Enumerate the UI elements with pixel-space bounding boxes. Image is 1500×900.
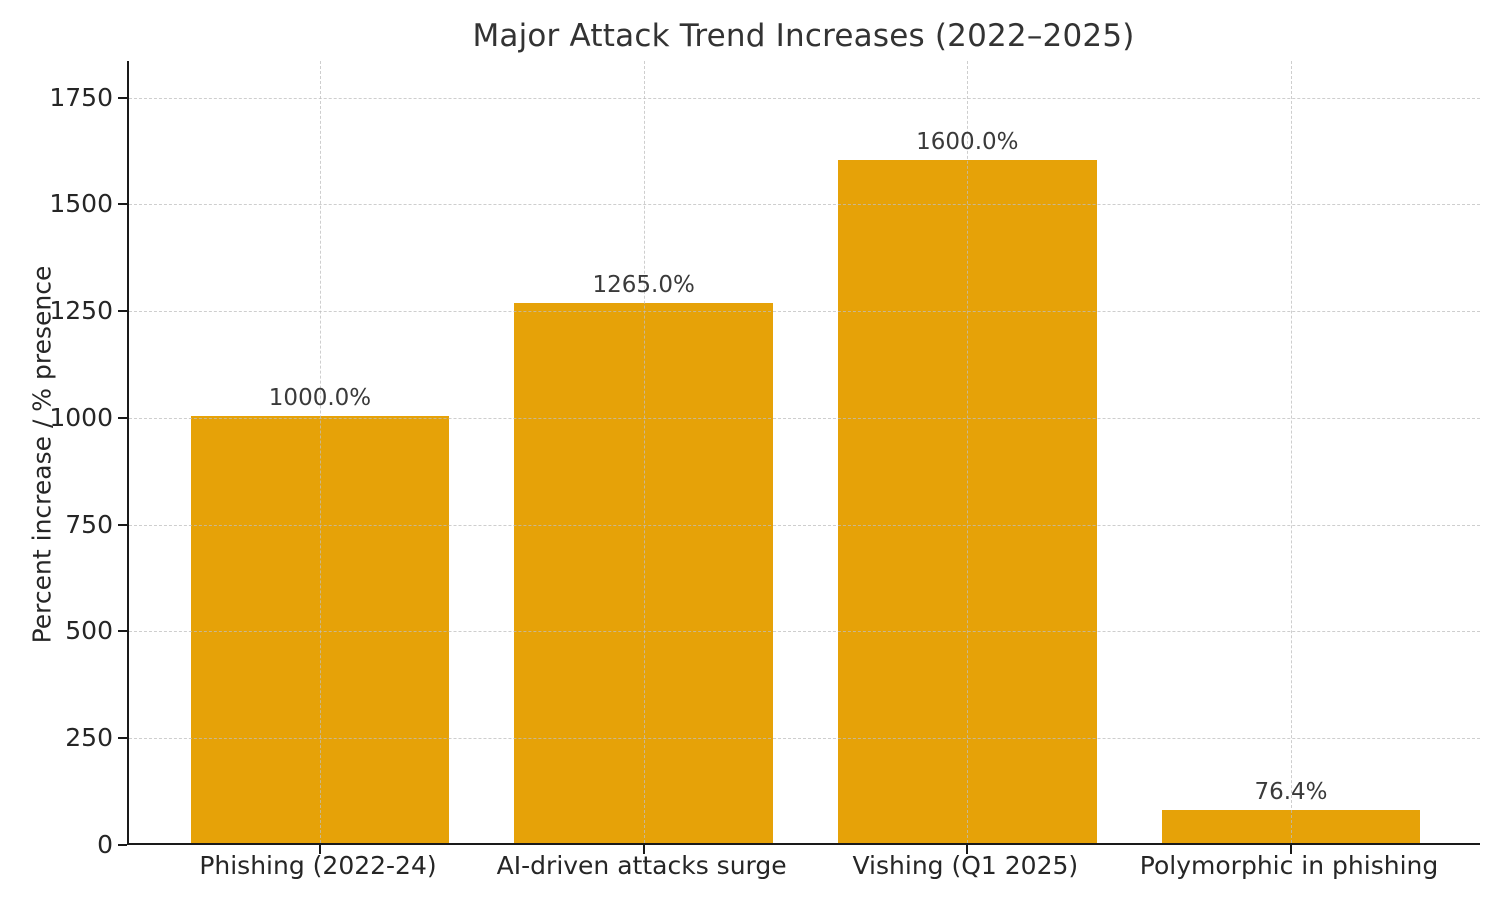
chart-title: Major Attack Trend Increases (2022–2025)	[472, 18, 1135, 54]
gridline-h	[129, 738, 1480, 740]
x-tick-label: Vishing (Q1 2025)	[852, 851, 1079, 880]
x-tick-mark	[1290, 845, 1293, 854]
y-tick-mark	[118, 203, 127, 206]
x-tick-mark	[642, 845, 645, 854]
gridline-v	[643, 61, 645, 843]
gridline-h	[129, 97, 1480, 99]
y-tick-label: 1250	[49, 296, 113, 326]
gridline-v	[967, 61, 969, 843]
y-tick-mark	[118, 416, 127, 419]
bar-value-label: 76.4%	[1254, 779, 1328, 806]
y-tick-mark	[118, 737, 127, 740]
y-tick-label: 250	[65, 723, 113, 753]
x-tick-label: Polymorphic in phishing	[1139, 851, 1439, 880]
x-tick-label: AI-driven attacks surge	[496, 851, 787, 880]
gridline-h	[129, 631, 1480, 633]
gridline-h	[129, 204, 1480, 206]
x-tick-mark	[966, 845, 969, 854]
y-tick-label: 750	[65, 509, 113, 539]
bar	[514, 302, 774, 843]
x-tick-label: Phishing (2022-24)	[199, 851, 437, 880]
gridline-v	[319, 61, 321, 843]
y-tick-mark	[118, 844, 127, 846]
y-tick-mark	[118, 310, 127, 313]
y-tick-label: 0	[97, 830, 113, 859]
y-tick-mark	[118, 630, 127, 633]
y-tick-mark	[118, 523, 127, 526]
y-tick-label: 1500	[49, 189, 113, 219]
y-tick-mark	[118, 96, 127, 99]
gridline-h	[129, 311, 1480, 313]
x-tick-mark	[318, 845, 321, 854]
bar-value-label: 1265.0%	[592, 271, 695, 298]
y-tick-label: 1000	[49, 402, 113, 432]
y-tick-label: 500	[65, 616, 113, 646]
gridline-v	[1291, 61, 1293, 843]
plot-area: 1000.0% 1265.0% 1600.0% 76.4%	[118, 61, 1480, 854]
gridline-h	[129, 524, 1480, 526]
bar-value-label: 1600.0%	[916, 128, 1019, 155]
bar-value-label: 1000.0%	[268, 384, 372, 411]
y-tick-label: 1750	[49, 82, 113, 112]
gridline-h	[129, 417, 1480, 419]
